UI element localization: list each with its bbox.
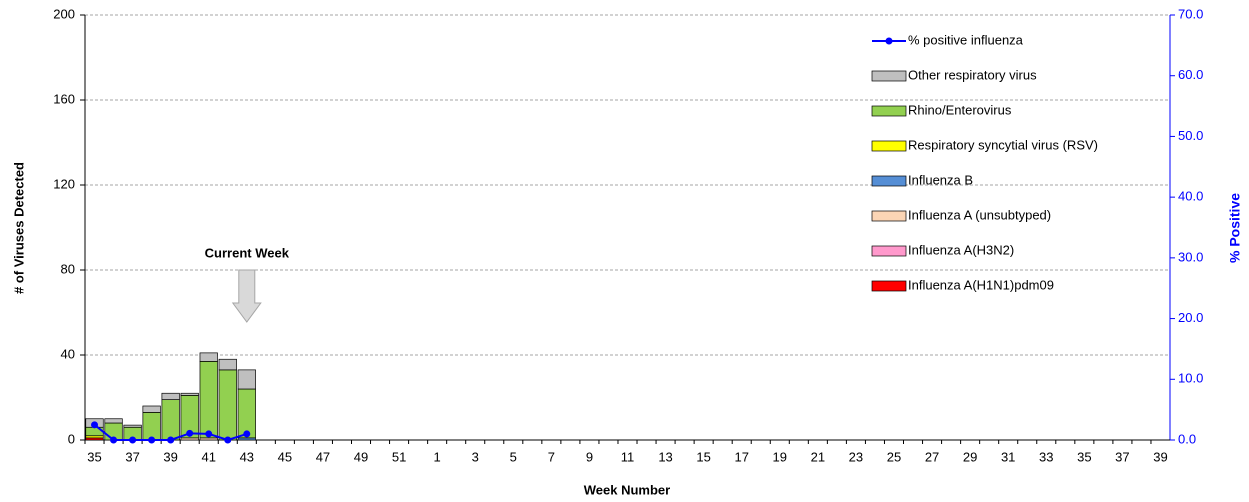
x-tick-label: 47 [316,449,330,464]
line-marker [91,421,99,429]
bar-segment [218,358,237,371]
x-tick-label: 15 [696,449,710,464]
legend-label: % positive influenza [908,32,1024,47]
x-tick-label: 5 [510,449,517,464]
x-tick-label: 11 [621,449,635,464]
legend-label: Influenza A (unsubtyped) [908,207,1051,222]
x-tick-label: 29 [963,449,977,464]
x-tick-label: 51 [392,449,406,464]
y-tick-label: 160 [53,91,75,106]
legend-label: Influenza A(H3N2) [908,242,1014,257]
bar-segment [142,412,161,441]
x-tick-label: 39 [1153,449,1167,464]
legend-label: Influenza A(H1N1)pdm09 [908,277,1054,292]
x-tick-label: 37 [1115,449,1129,464]
x-tick-label: 37 [125,449,139,464]
y2-tick-label: 50.0 [1178,128,1203,143]
line-marker [129,436,137,444]
y2-axis-title: % Positive [1227,193,1243,263]
x-tick-label: 23 [849,449,863,464]
x-tick-label: 21 [811,449,825,464]
legend-label: Respiratory syncytial virus (RSV) [908,137,1098,152]
legend-swatch [871,245,907,257]
x-tick-label: 19 [773,449,787,464]
annotation: Current Week [205,245,290,260]
x-tick-label: 17 [734,449,748,464]
bar-segment [161,399,180,441]
x-axis-title: Week Number [584,482,670,497]
bar-segment [237,369,256,390]
x-tick-label: 49 [354,449,368,464]
y2-tick-label: 60.0 [1178,67,1203,82]
line-marker [243,430,251,438]
x-tick-label: 3 [472,449,479,464]
x-tick-label: 9 [586,449,593,464]
x-tick-label: 25 [887,449,901,464]
line-marker [205,430,213,438]
legend-label: Other respiratory virus [908,67,1037,82]
y-tick-label: 200 [53,6,75,21]
y-axis-title: # of Viruses Detected [11,162,26,294]
x-tick-label: 43 [240,449,254,464]
y-tick-label: 0 [68,431,75,446]
bar-segment [218,369,237,441]
bar-segment [142,405,161,413]
line-marker [110,436,118,444]
y2-tick-label: 10.0 [1178,371,1203,386]
y2-tick-label: 0.0 [1178,431,1196,446]
line-marker [167,436,175,444]
legend-swatch [871,140,907,152]
bar-segment [123,424,142,428]
line-marker [148,436,156,444]
y-tick-label: 120 [53,176,75,191]
x-tick-label: 27 [925,449,939,464]
legend-swatch [871,70,907,82]
bar-segment [199,352,218,362]
legend-swatch [871,105,907,117]
bar-segment [180,392,199,396]
x-tick-label: 35 [87,449,101,464]
y2-tick-label: 70.0 [1178,6,1203,21]
x-tick-label: 1 [434,449,441,464]
y2-tick-label: 30.0 [1178,249,1203,264]
bar-segment [199,361,218,439]
x-tick-label: 31 [1001,449,1015,464]
legend-swatch [871,210,907,222]
y-tick-label: 80 [61,261,75,276]
legend-label: Rhino/Enterovirus [908,102,1012,117]
annotation-arrow [231,269,262,323]
x-tick-label: 7 [548,449,555,464]
bar-segment [104,418,123,424]
x-tick-label: 45 [278,449,292,464]
x-tick-label: 39 [163,449,177,464]
y-tick-label: 40 [61,346,75,361]
legend-swatch [871,175,907,187]
x-tick-label: 35 [1077,449,1091,464]
legend-swatch [871,280,907,292]
y2-tick-label: 20.0 [1178,310,1203,325]
line-marker [186,429,194,437]
legend-label: Influenza B [908,172,973,187]
x-tick-label: 41 [201,449,215,464]
x-tick-label: 13 [658,449,672,464]
line-marker [224,436,232,444]
x-tick-label: 33 [1039,449,1053,464]
y2-tick-label: 40.0 [1178,189,1203,204]
legend-marker [885,37,893,45]
bar-segment [161,392,180,400]
